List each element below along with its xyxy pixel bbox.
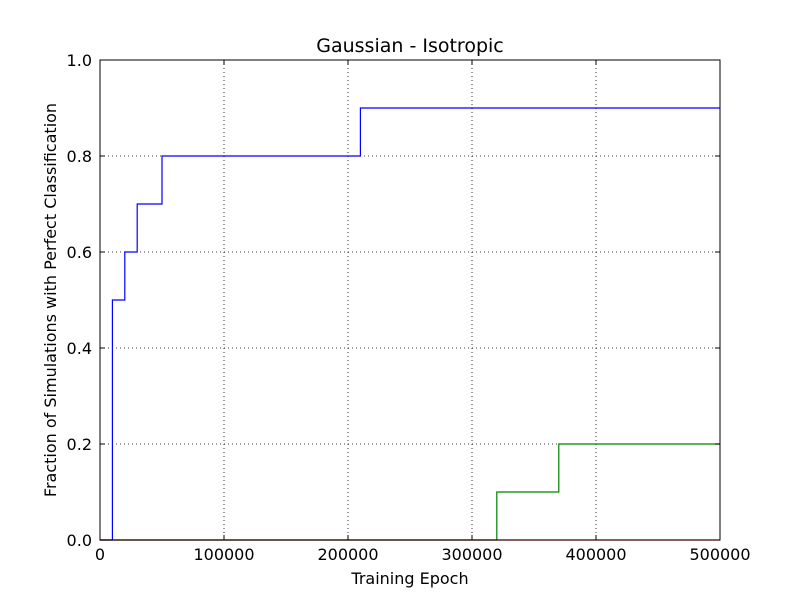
x-tick-label: 200000 [317,545,378,564]
y-axis-title: Fraction of Simulations with Perfect Cla… [41,103,60,497]
x-tick-label: 400000 [565,545,626,564]
chart-title: Gaussian - Isotropic [316,35,504,57]
y-tick-label: 1.0 [67,51,92,70]
y-tick-label: 0.2 [67,435,92,454]
x-axis-title: Training Epoch [350,569,468,588]
plot-frame [99,59,721,541]
y-tick-label: 0.6 [67,243,92,262]
x-tick-label: 500000 [689,545,750,564]
x-tick-label: 100000 [193,545,254,564]
x-tick-label: 300000 [441,545,502,564]
y-tick-label: 0.0 [67,531,92,550]
y-tick-label: 0.4 [67,339,92,358]
y-tick-label: 0.8 [67,147,92,166]
ticks: 0 100000 200000 300000 400000 500000 0.0 0.2 0.4… [67,51,751,564]
x-tick-label: 0 [95,545,105,564]
series-line-1 [100,107,720,541]
